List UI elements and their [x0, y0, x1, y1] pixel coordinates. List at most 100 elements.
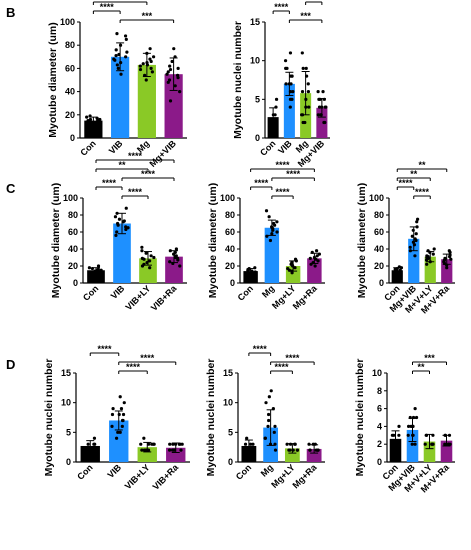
data-point — [272, 430, 276, 434]
bar-con — [391, 270, 403, 283]
data-point — [314, 249, 319, 253]
y-tick-label: 60 — [65, 63, 75, 73]
data-point — [317, 252, 321, 256]
data-point — [245, 436, 249, 440]
bar-mg — [264, 227, 280, 283]
data-point — [250, 269, 254, 273]
data-point — [395, 442, 399, 446]
y-axis-label: Myotube nuclei number — [43, 359, 55, 477]
data-point — [148, 266, 152, 270]
data-point — [96, 267, 100, 271]
data-point — [306, 90, 310, 94]
y-tick-label: 10 — [250, 56, 260, 66]
category-label: VIB — [109, 283, 127, 301]
data-point — [316, 259, 320, 263]
data-point — [273, 120, 277, 125]
bar-mg — [300, 93, 312, 138]
data-point — [408, 245, 412, 249]
data-point — [300, 51, 304, 55]
data-point — [308, 256, 312, 260]
significance-label: ** — [417, 362, 425, 372]
data-point — [85, 115, 89, 119]
category-label: VIB — [276, 138, 294, 156]
data-point — [115, 31, 119, 36]
data-point — [415, 220, 419, 224]
y-tick-label: 80 — [65, 40, 75, 50]
significance-label: * — [312, 0, 316, 3]
bar-mg — [137, 64, 156, 138]
data-point — [314, 448, 318, 452]
y-tick-label: 60 — [225, 227, 235, 237]
bar-vib — [111, 56, 130, 138]
data-point — [414, 232, 418, 236]
y-tick-label: 80 — [374, 210, 384, 220]
significance-label: **** — [128, 187, 143, 197]
y-axis-label: Myotube nuclei number — [205, 359, 217, 477]
y-tick-label: 20 — [65, 110, 75, 120]
significance-label: **** — [100, 2, 115, 12]
y-tick-label: 5 — [255, 94, 260, 104]
y-tick-label: 15 — [61, 368, 71, 378]
y-tick-label: 60 — [68, 227, 78, 237]
data-point — [264, 401, 268, 405]
data-point — [265, 234, 269, 238]
data-point — [275, 230, 279, 234]
data-point — [249, 442, 253, 446]
data-point — [123, 34, 128, 38]
data-point — [293, 257, 298, 261]
bar-m-v-ly — [423, 441, 436, 462]
category-label: Con — [75, 462, 94, 481]
data-point — [398, 268, 402, 272]
significance-label: **** — [97, 344, 112, 354]
data-point — [86, 119, 90, 123]
data-point — [115, 63, 119, 67]
data-point — [121, 412, 126, 417]
data-point — [167, 448, 172, 452]
significance-label: **** — [398, 178, 413, 188]
y-tick-label: 2 — [377, 439, 382, 449]
bar-mg-vib — [408, 238, 420, 283]
data-point — [286, 266, 290, 271]
category-label: Con — [258, 138, 277, 157]
data-point — [411, 228, 415, 232]
y-tick-label: 0 — [228, 457, 233, 467]
data-point — [98, 117, 102, 122]
data-point — [413, 442, 417, 446]
data-point — [179, 448, 183, 452]
data-point — [118, 430, 122, 434]
y-tick-label: 20 — [225, 261, 235, 271]
data-point — [168, 67, 173, 72]
data-point — [410, 234, 414, 238]
category-label: VIB — [107, 138, 125, 156]
y-tick-label: 0 — [255, 133, 260, 143]
data-point — [150, 70, 154, 74]
data-point — [397, 424, 401, 428]
data-point — [267, 215, 271, 219]
y-tick-label: 40 — [374, 244, 384, 254]
data-point — [295, 448, 300, 452]
data-point — [93, 442, 97, 446]
data-point — [251, 448, 255, 452]
data-point — [415, 217, 420, 221]
category-label: Con — [81, 283, 100, 302]
data-point — [122, 219, 126, 223]
data-point — [114, 54, 118, 58]
data-point — [293, 442, 297, 446]
y-tick-label: 4 — [377, 421, 382, 431]
y-axis-label: Myotube diameter (um) — [50, 183, 62, 299]
data-point — [290, 261, 294, 265]
data-point — [112, 57, 116, 61]
data-point — [266, 412, 271, 417]
data-point — [275, 220, 279, 224]
data-point — [140, 256, 144, 260]
category-label: VIB+LY — [123, 283, 152, 312]
data-point — [114, 233, 118, 237]
data-point — [443, 256, 447, 260]
data-point — [178, 90, 182, 94]
data-point — [285, 442, 289, 446]
y-tick-label: 0 — [377, 457, 382, 467]
y-axis-label: Myotube diameter (um) — [207, 183, 219, 299]
bar-vib — [283, 83, 295, 138]
